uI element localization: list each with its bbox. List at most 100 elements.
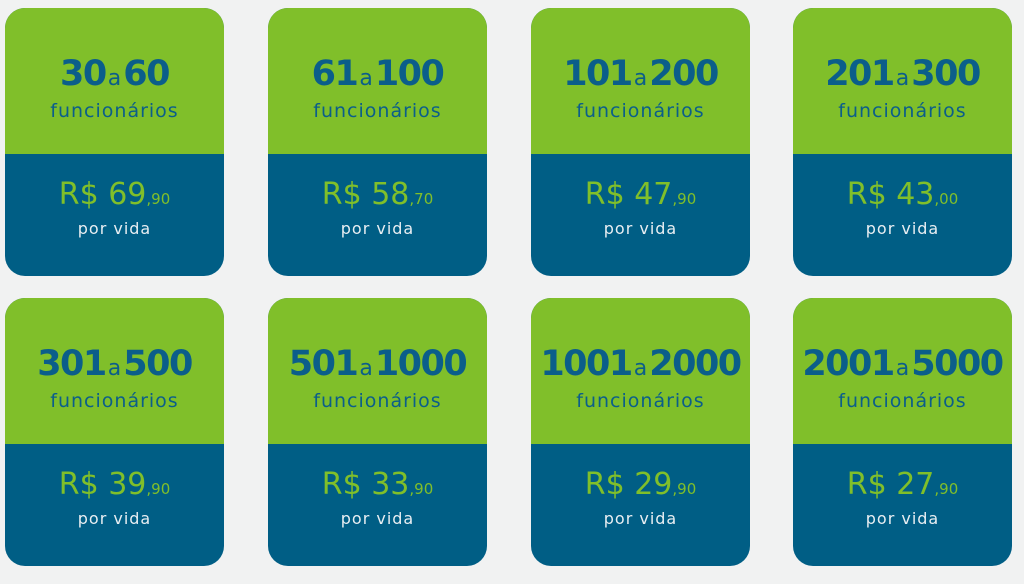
pricing-card: 1001a2000 funcionários R$ 29,90 por vida — [531, 298, 750, 566]
range-to: 200 — [649, 54, 719, 94]
unit-label: funcionários — [576, 100, 705, 122]
currency: R$ — [584, 177, 625, 212]
price: R$ 39,90 — [58, 467, 171, 502]
card-header: 301a500 funcionários — [5, 298, 224, 444]
currency: R$ — [58, 467, 99, 502]
price-value: 33 — [371, 467, 410, 502]
range-connector: a — [633, 66, 648, 91]
range-to: 60 — [123, 54, 170, 94]
price-cents: 70 — [414, 190, 434, 208]
per-label: por vida — [340, 219, 415, 238]
per-label: por vida — [865, 219, 940, 238]
range-to: 5000 — [911, 344, 1004, 384]
employee-range: 501a1000 — [268, 298, 487, 389]
range-connector: a — [107, 356, 122, 381]
per-label: por vida — [603, 509, 678, 528]
card-price: R$ 33,90 por vida — [268, 444, 487, 530]
range-connector: a — [895, 66, 910, 91]
range-connector: a — [895, 356, 910, 381]
pricing-card: 61a100 funcionários R$ 58,70 por vida — [268, 8, 487, 276]
currency: R$ — [584, 467, 625, 502]
currency: R$ — [321, 177, 362, 212]
price: R$ 69,90 — [58, 177, 171, 212]
price-value: 43 — [896, 177, 935, 212]
price-value: 39 — [108, 467, 147, 502]
range-from: 61 — [311, 54, 359, 94]
card-price: R$ 29,90 por vida — [531, 444, 750, 530]
currency: R$ — [58, 177, 99, 212]
employee-range: 201a300 — [793, 8, 1012, 99]
price-value: 27 — [896, 467, 935, 502]
range-connector: a — [107, 66, 122, 91]
pricing-card: 101a200 funcionários R$ 47,90 por vida — [531, 8, 750, 276]
price-cents: 90 — [414, 480, 434, 498]
pricing-card: 201a300 funcionários R$ 43,00 por vida — [793, 8, 1012, 276]
range-to: 100 — [374, 54, 445, 94]
per-label: por vida — [77, 219, 152, 238]
pricing-card: 2001a5000 funcionários R$ 27,90 por vida — [793, 298, 1012, 566]
card-header: 201a300 funcionários — [793, 8, 1012, 154]
per-label: por vida — [603, 219, 678, 238]
card-header: 61a100 funcionários — [268, 8, 487, 154]
currency: R$ — [321, 467, 362, 502]
price-cents: 90 — [151, 480, 171, 498]
unit-label: funcionários — [576, 390, 705, 412]
price: R$ 29,90 — [584, 467, 697, 502]
pricing-card: 501a1000 funcionários R$ 33,90 por vida — [268, 298, 487, 566]
price-value: 47 — [634, 177, 673, 212]
card-price: R$ 58,70 por vida — [268, 154, 487, 240]
card-price: R$ 47,90 por vida — [531, 154, 750, 240]
price-cents: 90 — [939, 480, 959, 498]
range-connector: a — [633, 356, 648, 381]
range-from: 301 — [37, 344, 107, 384]
per-label: por vida — [865, 509, 940, 528]
unit-label: funcionários — [313, 100, 442, 122]
card-price: R$ 39,90 por vida — [5, 444, 224, 530]
range-to: 300 — [911, 54, 981, 94]
range-connector: a — [359, 66, 373, 91]
price-cents: 00 — [939, 190, 959, 208]
price-cents: 90 — [151, 190, 171, 208]
card-header: 1001a2000 funcionários — [531, 298, 750, 444]
range-to: 500 — [123, 344, 193, 384]
per-label: por vida — [340, 509, 415, 528]
range-to: 1000 — [374, 344, 468, 384]
employee-range: 30a60 — [5, 8, 224, 99]
card-header: 501a1000 funcionários — [268, 298, 487, 444]
employee-range: 61a100 — [268, 8, 487, 99]
price: R$ 58,70 — [321, 177, 434, 212]
price-cents: 90 — [677, 190, 697, 208]
price: R$ 47,90 — [584, 177, 697, 212]
unit-label: funcionários — [838, 390, 967, 412]
pricing-card: 301a500 funcionários R$ 39,90 por vida — [5, 298, 224, 566]
employee-range: 101a200 — [531, 8, 750, 99]
price-value: 69 — [108, 177, 147, 212]
unit-label: funcionários — [838, 100, 967, 122]
range-from: 501 — [288, 344, 359, 384]
currency: R$ — [846, 467, 887, 502]
price: R$ 27,90 — [846, 467, 959, 502]
card-price: R$ 27,90 por vida — [793, 444, 1012, 530]
per-label: por vida — [77, 509, 152, 528]
unit-label: funcionários — [50, 100, 179, 122]
price-value: 29 — [634, 467, 673, 502]
price-value: 58 — [371, 177, 410, 212]
employee-range: 1001a2000 — [531, 298, 750, 389]
card-header: 101a200 funcionários — [531, 8, 750, 154]
range-from: 30 — [60, 54, 107, 94]
range-to: 2000 — [649, 344, 742, 384]
price: R$ 33,90 — [321, 467, 434, 502]
card-header: 30a60 funcionários — [5, 8, 224, 154]
range-from: 201 — [825, 54, 895, 94]
unit-label: funcionários — [50, 390, 179, 412]
range-connector: a — [359, 356, 373, 381]
pricing-card: 30a60 funcionários R$ 69,90 por vida — [5, 8, 224, 276]
employee-range: 301a500 — [5, 298, 224, 389]
employee-range: 2001a5000 — [793, 298, 1012, 389]
card-header: 2001a5000 funcionários — [793, 298, 1012, 444]
range-from: 1001 — [540, 344, 633, 384]
range-from: 2001 — [802, 344, 895, 384]
card-price: R$ 43,00 por vida — [793, 154, 1012, 240]
range-from: 101 — [563, 54, 633, 94]
price-cents: 90 — [677, 480, 697, 498]
